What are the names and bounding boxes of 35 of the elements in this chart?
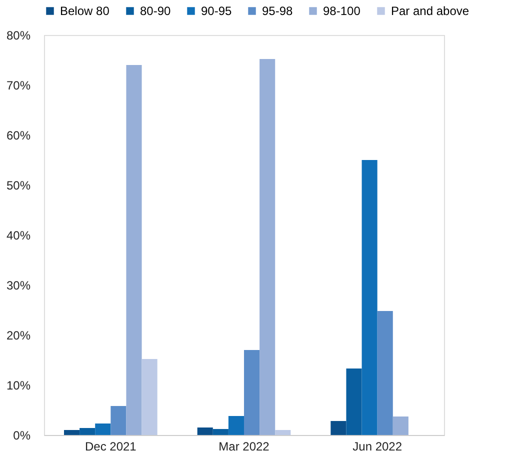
bar [95,424,111,435]
x-tick-label: Mar 2022 [218,440,270,454]
bar [228,416,244,435]
y-tick-label: 60% [6,128,31,142]
bar [212,429,228,435]
y-tick-label: 50% [6,178,31,192]
y-tick-label: 10% [6,378,31,392]
y-tick-label: 30% [6,278,31,292]
x-tick-label: Dec 2021 [84,440,137,454]
x-tick-label: Jun 2022 [352,440,402,454]
y-tick-label: 40% [6,228,31,242]
y-tick-label: 20% [6,328,31,342]
bar [346,368,362,435]
legend-label: 98-100 [323,4,361,18]
bar [110,406,126,435]
y-tick-label: 0% [13,428,31,442]
y-tick-label: 80% [6,28,31,42]
bar [392,416,408,435]
bar [197,428,213,435]
legend-label: 95-98 [262,4,294,18]
bar [275,430,291,435]
legend-label: 80-90 [140,4,172,18]
bar [330,421,346,435]
bar [80,428,96,435]
legend-label: Below 80 [60,4,110,18]
bar [362,160,378,435]
bar [126,65,142,435]
bar [260,59,276,435]
legend-label: 90-95 [201,4,232,18]
legend-label: Par and above [391,4,470,18]
bar [244,350,260,435]
bar [377,311,393,435]
bar [64,430,80,435]
bar [142,359,158,435]
y-tick-label: 70% [6,78,31,92]
